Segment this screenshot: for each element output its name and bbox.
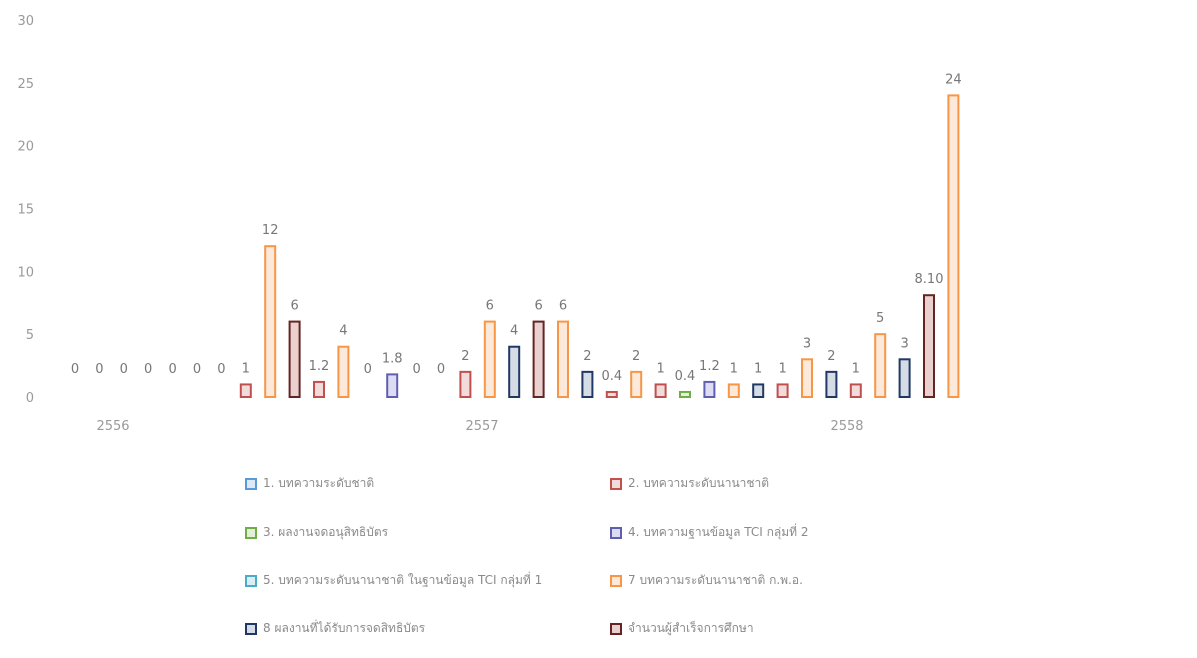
- data-label: 0.4: [675, 369, 696, 384]
- data-label: 6: [559, 299, 567, 314]
- data-label: 12: [262, 223, 279, 238]
- bar: [654, 383, 667, 398]
- bar: [630, 370, 643, 399]
- data-label: 0: [364, 362, 372, 377]
- bar: [264, 245, 277, 398]
- bar: [483, 320, 496, 399]
- data-label: 1: [656, 361, 664, 376]
- data-label: 2: [583, 349, 591, 364]
- bar: [825, 370, 838, 399]
- data-label: 1.2: [699, 359, 720, 374]
- data-label: 24: [945, 72, 962, 87]
- data-label: 1: [778, 361, 786, 376]
- bar: [703, 380, 716, 399]
- y-tick-label: 5: [26, 328, 34, 343]
- data-label: 0.4: [601, 369, 622, 384]
- data-label: 4: [339, 324, 347, 339]
- bar: [849, 383, 862, 398]
- bar: [313, 380, 325, 399]
- y-tick-label: 20: [17, 140, 34, 155]
- bar: [727, 383, 740, 398]
- data-label: 0: [95, 362, 103, 377]
- data-label: 1: [730, 361, 738, 376]
- data-label: 6: [486, 299, 494, 314]
- data-label: 1.8: [382, 351, 403, 366]
- bar: [776, 383, 789, 398]
- data-label: 2: [632, 349, 640, 364]
- bar: [337, 345, 350, 399]
- bar: [581, 370, 594, 399]
- bars: [239, 94, 960, 399]
- bar: [239, 383, 252, 398]
- y-axis: 0 5 10 15 20 25 30: [17, 14, 34, 406]
- y-tick-label: 30: [17, 14, 34, 29]
- data-label: 2: [461, 349, 469, 364]
- data-label: 0: [168, 362, 176, 377]
- y-tick-label: 10: [17, 265, 34, 280]
- data-label: 0: [193, 362, 201, 377]
- bar: [947, 94, 960, 399]
- x-category-label: 2556: [96, 419, 129, 434]
- data-label: 4: [510, 324, 518, 339]
- bar: [386, 373, 399, 399]
- data-label: 1.2: [309, 359, 330, 374]
- data-label: 8.10: [915, 272, 944, 287]
- y-tick-label: 25: [17, 77, 34, 92]
- data-label: 6: [290, 299, 298, 314]
- bar: [459, 370, 472, 399]
- data-label: 0: [120, 362, 128, 377]
- bar: [288, 320, 301, 399]
- data-label: 3: [900, 336, 908, 351]
- data-label: 0: [217, 362, 225, 377]
- data-label: 1: [242, 361, 250, 376]
- data-label: 0: [144, 362, 152, 377]
- y-tick-label: 15: [17, 203, 34, 218]
- x-axis-categories: 2556 2557 2558: [96, 419, 863, 434]
- y-tick-label: 0: [26, 391, 34, 406]
- data-label: 2: [827, 349, 835, 364]
- bar: [557, 320, 569, 399]
- x-category-label: 2557: [465, 419, 498, 434]
- data-label: 0: [71, 362, 79, 377]
- data-label: 0: [437, 362, 445, 377]
- bar: [752, 383, 765, 398]
- bar: [801, 358, 813, 398]
- data-label: 0: [412, 362, 420, 377]
- data-label: 3: [803, 336, 811, 351]
- bar: [532, 320, 545, 399]
- bar: [679, 390, 691, 398]
- bar: [923, 294, 935, 398]
- bar: [898, 358, 911, 398]
- data-label: 5: [876, 311, 884, 326]
- data-label: 1: [754, 361, 762, 376]
- data-label: 6: [534, 299, 542, 314]
- bar: [605, 390, 618, 398]
- x-category-label: 2558: [830, 419, 863, 434]
- bar: [508, 345, 521, 399]
- bar: [874, 333, 887, 398]
- data-label: 1: [852, 361, 860, 376]
